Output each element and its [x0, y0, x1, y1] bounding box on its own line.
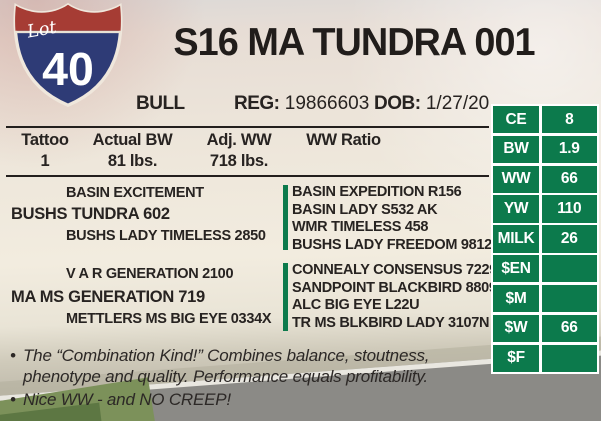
info-row: BULL REG: 19866603 DOB: 1/27/20 [0, 93, 490, 117]
sire-grandsire: BASIN EXCITEMENT [66, 185, 204, 201]
ancestor-line: CONNEALY CONSENSUS 7229 [292, 262, 498, 278]
sale-notes: • The “Combination Kind!” Combines balan… [10, 345, 484, 410]
tattoo-value: 1 [40, 152, 50, 170]
registration: REG: 19866603 [234, 93, 369, 115]
epd-label-m: $M [493, 284, 539, 313]
epd-value-en [541, 255, 597, 283]
epd-value-f [541, 344, 597, 372]
sire-granddam: BUSHS LADY TIMELESS 2850 [66, 228, 266, 244]
epd-value-bw: 1.9 [541, 135, 597, 164]
epd-value-yw: 110 [541, 195, 597, 223]
epd-label-w: $W [493, 314, 539, 343]
reg-value: 19866603 [284, 93, 370, 114]
divider-measurements [6, 175, 489, 177]
lot-number: 40 [42, 43, 94, 95]
dam-grandsire: V A R GENERATION 2100 [66, 266, 234, 282]
sire-ancestors-list: BASIN EXPEDITION R156 BASIN LADY S532 AK… [292, 184, 492, 254]
col-header-actual-bw: Actual BW [92, 131, 173, 149]
epd-label-ce: CE [493, 106, 539, 134]
epd-value-milk: 26 [541, 225, 597, 253]
dob-value: 1/27/20 [425, 93, 490, 114]
dam-name: MA MS GENERATION 719 [11, 288, 205, 306]
dam-granddam: METTLERS MS BIG EYE 0334X [66, 311, 272, 327]
ancestor-line: WMR TIMELESS 458 [292, 219, 429, 235]
dam-ancestors-list: CONNEALY CONSENSUS 7229 SANDPOINT BLACKB… [292, 262, 497, 332]
epd-label-bw: BW [493, 135, 539, 164]
epd-label-yw: YW [493, 195, 539, 223]
bullet-icon: • [10, 390, 16, 409]
ancestor-line: BASIN EXPEDITION R156 [292, 184, 462, 200]
dam-ancestors-bar [283, 263, 288, 331]
col-header-tattoo: Tattoo [21, 131, 69, 149]
dob-label: DOB: [374, 93, 421, 114]
epd-value-w: 66 [541, 314, 597, 343]
epd-label-ww: WW [493, 165, 539, 193]
ancestor-line: TR MS BLKBIRD LADY 3107N [292, 314, 490, 331]
interstate-shield-icon: Lot 40 [13, 2, 123, 107]
divider-top [6, 126, 489, 128]
date-of-birth: DOB: 1/27/20 [374, 93, 489, 115]
ancestor-line: SANDPOINT BLACKBIRD 8809 [292, 279, 497, 296]
actual-bw-value: 81 lbs. [107, 152, 158, 170]
col-header-adj-ww: Adj. WW [206, 131, 272, 149]
note-text: The “Combination Kind!” Combines balance… [23, 346, 430, 386]
ancestor-line: BUSHS LADY FREEDOM 9812 [292, 236, 492, 253]
epd-table: CE 8 BW 1.9 WW 66 YW 110 MILK 26 $EN $M … [491, 104, 599, 374]
bullet-icon: • [10, 346, 16, 365]
epd-value-ce: 8 [541, 106, 597, 134]
animal-title: S16 MA TUNDRA 001 [173, 21, 535, 64]
note-item: • The “Combination Kind!” Combines balan… [10, 345, 484, 387]
ancestor-line: BASIN LADY S532 AK [292, 201, 438, 218]
adj-ww-value: 718 lbs. [209, 152, 269, 170]
sire-ancestors-bar [283, 185, 288, 250]
epd-value-ww: 66 [541, 165, 597, 193]
note-item: • Nice WW - and NO CREEP! [10, 389, 484, 410]
sex-label: BULL [136, 93, 185, 114]
epd-label-en: $EN [493, 255, 539, 283]
reg-label: REG: [234, 93, 280, 114]
epd-label-f: $F [493, 344, 539, 372]
ancestor-line: ALC BIG EYE L22U [292, 297, 420, 313]
sire-name: BUSHS TUNDRA 602 [11, 205, 170, 223]
note-text: Nice WW - and NO CREEP! [23, 390, 231, 409]
epd-label-milk: MILK [493, 225, 539, 253]
col-header-ww-ratio: WW Ratio [306, 131, 381, 149]
epd-value-m [541, 284, 597, 313]
